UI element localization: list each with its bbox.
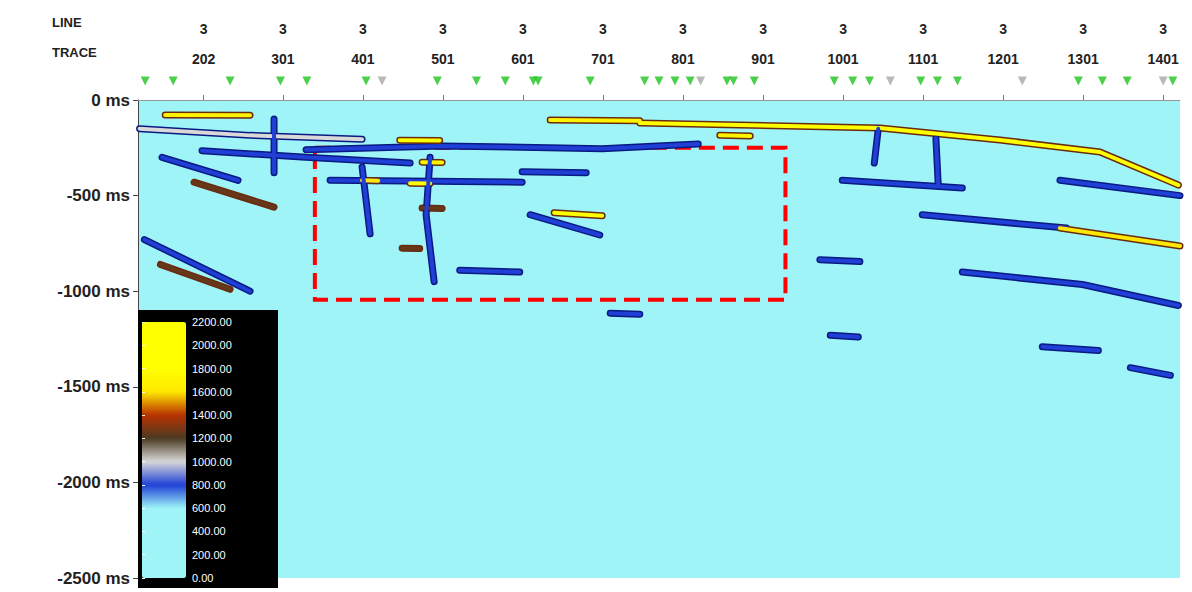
svg-text:0.00: 0.00 bbox=[192, 572, 213, 584]
svg-text:TRACE: TRACE bbox=[52, 45, 97, 60]
svg-text:501: 501 bbox=[431, 51, 455, 67]
svg-text:1600.00: 1600.00 bbox=[192, 386, 232, 398]
svg-text:3: 3 bbox=[759, 21, 767, 37]
svg-text:3: 3 bbox=[1079, 21, 1087, 37]
svg-text:1800.00: 1800.00 bbox=[192, 363, 232, 375]
svg-text:401: 401 bbox=[351, 51, 375, 67]
svg-text:LINE: LINE bbox=[52, 15, 82, 30]
svg-text:2200.00: 2200.00 bbox=[192, 316, 232, 328]
svg-text:400.00: 400.00 bbox=[192, 525, 226, 537]
svg-text:1201: 1201 bbox=[988, 51, 1019, 67]
svg-text:3: 3 bbox=[519, 21, 527, 37]
svg-text:-1000 ms: -1000 ms bbox=[57, 282, 130, 301]
svg-text:3: 3 bbox=[839, 21, 847, 37]
svg-text:-2500 ms: -2500 ms bbox=[57, 569, 130, 588]
svg-text:3: 3 bbox=[279, 21, 287, 37]
svg-text:200.00: 200.00 bbox=[192, 549, 226, 561]
svg-text:3: 3 bbox=[359, 21, 367, 37]
svg-text:1101: 1101 bbox=[908, 51, 939, 67]
svg-text:601: 601 bbox=[511, 51, 535, 67]
svg-text:3: 3 bbox=[679, 21, 687, 37]
svg-text:-500 ms: -500 ms bbox=[67, 186, 130, 205]
svg-text:600.00: 600.00 bbox=[192, 502, 226, 514]
svg-text:801: 801 bbox=[671, 51, 695, 67]
svg-text:-1500 ms: -1500 ms bbox=[57, 377, 130, 396]
svg-text:202: 202 bbox=[192, 51, 216, 67]
svg-text:3: 3 bbox=[919, 21, 927, 37]
svg-text:3: 3 bbox=[439, 21, 447, 37]
svg-text:3: 3 bbox=[1159, 21, 1167, 37]
svg-text:3: 3 bbox=[999, 21, 1007, 37]
svg-text:701: 701 bbox=[591, 51, 615, 67]
svg-text:800.00: 800.00 bbox=[192, 479, 226, 491]
svg-text:0 ms: 0 ms bbox=[91, 91, 130, 110]
svg-text:1301: 1301 bbox=[1068, 51, 1099, 67]
svg-text:3: 3 bbox=[200, 21, 208, 37]
svg-text:1000.00: 1000.00 bbox=[192, 456, 232, 468]
svg-text:3: 3 bbox=[599, 21, 607, 37]
svg-text:1401: 1401 bbox=[1148, 51, 1179, 67]
svg-text:1001: 1001 bbox=[827, 51, 858, 67]
svg-text:1400.00: 1400.00 bbox=[192, 409, 232, 421]
svg-text:-2000 ms: -2000 ms bbox=[57, 473, 130, 492]
svg-text:1200.00: 1200.00 bbox=[192, 432, 232, 444]
svg-text:2000.00: 2000.00 bbox=[192, 339, 232, 351]
svg-text:901: 901 bbox=[751, 51, 775, 67]
svg-text:301: 301 bbox=[271, 51, 295, 67]
